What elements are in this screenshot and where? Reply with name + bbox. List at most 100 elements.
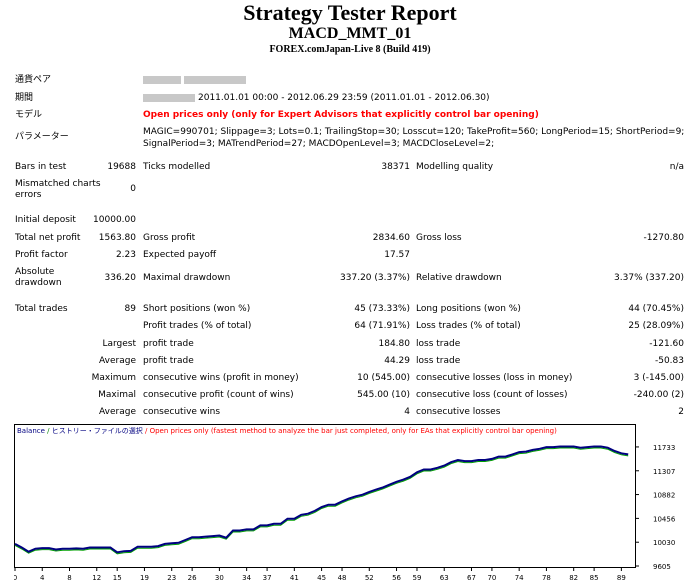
maximal-consecutive-profit-label: consecutive profit (count of wins) xyxy=(143,390,294,400)
gross-profit-value: 2834.60 xyxy=(372,233,410,243)
legend-separator-2: / xyxy=(144,427,148,435)
server-info: FOREX.comJapan-Live 8 (Build 419) xyxy=(269,44,431,55)
params-label: パラメーター xyxy=(15,132,69,142)
average-label: Average xyxy=(99,356,136,366)
deposit-value: 10000.00 xyxy=(93,215,136,225)
long-positions-value: 44 (70.45%) xyxy=(628,304,684,314)
x-tick-label: 37 xyxy=(263,574,272,582)
avg-consecutive-wins-value: 4 xyxy=(404,407,410,417)
x-tick-label: 26 xyxy=(188,574,197,582)
model-label: モデル xyxy=(15,110,43,120)
profit-trades-label: Profit trades (% of total) xyxy=(143,321,252,331)
average2-label: Average xyxy=(99,407,136,417)
x-tick-label: 48 xyxy=(338,574,347,582)
mismatch-value: 0 xyxy=(130,184,136,194)
max-consecutive-wins-label: consecutive wins (profit in money) xyxy=(143,373,299,383)
gross-loss-value: -1270.80 xyxy=(643,233,684,243)
x-tick-label: 41 xyxy=(290,574,299,582)
abs-drawdown-label-1: Absolute xyxy=(15,267,55,277)
x-tick-label: 19 xyxy=(140,574,149,582)
legend-history: ヒストリー・ファイルの選択 xyxy=(51,427,143,435)
max-consecutive-wins-value: 10 (545.00) xyxy=(357,373,410,383)
x-tick-label: 23 xyxy=(167,574,176,582)
symbol-label: 通貨ペア xyxy=(15,75,52,85)
avg-consecutive-losses-value: 2 xyxy=(678,407,684,417)
x-tick-label: 8 xyxy=(67,574,71,582)
mismatch-label-2: errors xyxy=(15,190,42,200)
legend-balance: Balance xyxy=(17,427,45,435)
profit-factor-value: 2.23 xyxy=(115,250,136,260)
equity-line xyxy=(14,447,629,555)
period-text: 2011.01.01 00:00 - 2012.06.29 23:59 (201… xyxy=(198,93,490,103)
x-tick-label: 82 xyxy=(569,574,578,582)
y-tick-label: 11307 xyxy=(653,468,675,476)
largest-loss-value: -121.60 xyxy=(649,339,684,349)
period-value: 2011.01.01 00:00 - 2012.06.29 23:59 (201… xyxy=(143,93,490,104)
x-tick-label: 30 xyxy=(215,574,224,582)
max-consecutive-losses-value: 3 (-145.00) xyxy=(633,373,684,383)
loss-trades-value: 25 (28.09%) xyxy=(628,321,684,331)
expert-name: MACD_MMT_01 xyxy=(288,25,412,42)
rel-drawdown-value: 3.37% (337.20) xyxy=(614,273,684,283)
abs-drawdown-label-2: drawdown xyxy=(15,278,62,288)
maximal-label: Maximal xyxy=(98,390,136,400)
maximal-consecutive-loss-value: -240.00 (2) xyxy=(633,390,684,400)
rel-drawdown-label: Relative drawdown xyxy=(416,273,502,283)
ticks-label: Ticks modelled xyxy=(143,162,211,172)
x-tick-label: 78 xyxy=(542,574,551,582)
expected-payoff-label: Expected payoff xyxy=(143,250,217,260)
plot-frame xyxy=(14,424,636,568)
x-tick-label: 59 xyxy=(413,574,422,582)
profit-trades-value: 64 (71.91%) xyxy=(354,321,410,331)
x-tick-label: 34 xyxy=(242,574,251,582)
x-tick-label: 52 xyxy=(365,574,374,582)
maximum-label: Maximum xyxy=(91,373,136,383)
avg-consecutive-losses-label: consecutive losses xyxy=(416,407,501,417)
profit-factor-label: Profit factor xyxy=(15,250,68,260)
x-tick-label: 4 xyxy=(40,574,45,582)
abs-drawdown-value: 336.20 xyxy=(104,273,137,283)
x-tick-label: 56 xyxy=(392,574,401,582)
balance-chart-svg: 0 4 8 12 15 19 23 26 30 34 37 41 45 48 52 56 59 63 67 70 74 7… xyxy=(13,424,676,582)
legend-separator-1: / xyxy=(47,427,50,435)
model-value: Open prices only (only for Expert Adviso… xyxy=(143,110,539,120)
largest-loss-label: loss trade xyxy=(416,339,461,349)
bars-label: Bars in test xyxy=(15,162,67,172)
avg-profit-value: 44.29 xyxy=(384,356,410,366)
gross-loss-label: Gross loss xyxy=(416,233,462,243)
x-tick-label: 45 xyxy=(317,574,326,582)
max-consecutive-losses-label: consecutive losses (loss in money) xyxy=(416,373,573,383)
period-label: 期間 xyxy=(15,93,34,103)
avg-consecutive-wins-label: consecutive wins xyxy=(143,407,221,417)
bars-value: 19688 xyxy=(107,162,136,172)
x-tick-label: 0 xyxy=(14,574,17,582)
params-line-2: SignalPeriod=3; MATrendPeriod=27; MACDOp… xyxy=(143,139,495,149)
deposit-label: Initial deposit xyxy=(15,215,76,225)
total-trades-label: Total trades xyxy=(15,304,68,314)
x-tick-label: 70 xyxy=(487,574,496,582)
largest-profit-label: profit trade xyxy=(143,339,194,349)
report-title: Strategy Tester Report xyxy=(243,0,457,25)
maximal-consecutive-loss-label: consecutive loss (count of losses) xyxy=(416,390,568,400)
symbol-value-redacted xyxy=(143,75,249,86)
legend-model: Open prices only (fastest method to anal… xyxy=(149,427,557,435)
x-tick-label: 85 xyxy=(590,574,599,582)
total-trades-value: 89 xyxy=(124,304,136,314)
y-tick-label: 10030 xyxy=(653,539,675,547)
y-tick-label: 10882 xyxy=(653,492,675,500)
x-tick-label: 89 xyxy=(617,574,626,582)
balance-chart: 0 4 8 12 15 19 23 26 30 34 37 41 45 48 52 56 59 63 67 70 74 7… xyxy=(13,424,682,585)
largest-label: Largest xyxy=(102,339,136,349)
balance-line xyxy=(14,445,629,554)
short-positions-value: 45 (73.33%) xyxy=(354,304,410,314)
quality-label: Modelling quality xyxy=(416,162,494,172)
y-tick-label: 10456 xyxy=(653,515,676,523)
net-profit-value: 1563.80 xyxy=(98,233,136,243)
short-positions-label: Short positions (won %) xyxy=(143,304,251,314)
mismatch-label-1: Mismatched charts xyxy=(15,179,101,189)
chart-legend: Balance / ヒストリー・ファイルの選択 / Open prices on… xyxy=(17,426,557,436)
avg-profit-label: profit trade xyxy=(143,356,194,366)
x-tick-label: 12 xyxy=(92,574,101,582)
ticks-value: 38371 xyxy=(381,162,410,172)
max-drawdown-value: 337.20 (3.37%) xyxy=(340,273,410,283)
